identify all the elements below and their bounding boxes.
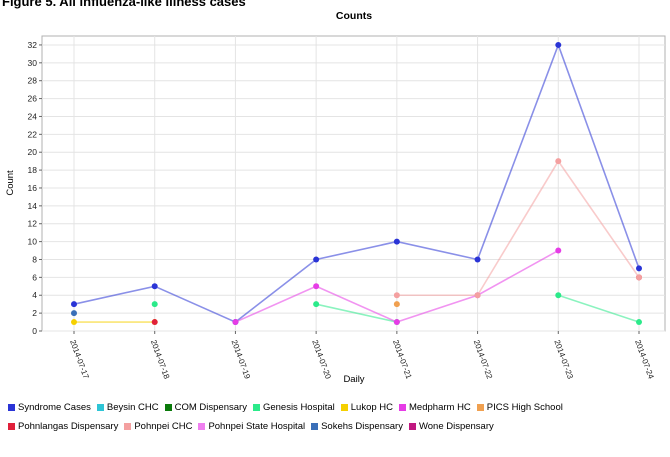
legend-item-pohnpei-chc: Pohnpei CHC — [124, 417, 192, 436]
legend-label: Medpharm HC — [409, 402, 471, 413]
legend-item-lukop-hc: Lukop HC — [340, 398, 394, 417]
figure-title: Figure 5. All influenza-like illness cas… — [2, 0, 246, 9]
x-tick-label: 2014-07-22 — [472, 339, 495, 381]
syndrome-cases-point — [636, 265, 642, 272]
y-tick-label: 26 — [28, 94, 38, 104]
legend-item-syndrome-cases: Syndrome Cases — [8, 398, 91, 417]
pohnpei-chc-point — [636, 274, 642, 281]
x-tick-label: 2014-07-23 — [552, 339, 575, 381]
y-tick-label: 4 — [32, 290, 37, 300]
y-tick-label: 20 — [28, 147, 38, 157]
legend-item-sokehs-dispensary: Sokehs Dispensary — [311, 417, 403, 436]
genesis-hospital-point — [313, 301, 320, 308]
y-tick-label: 14 — [28, 201, 38, 211]
legend-item-pohnlangas-dispensary: Pohnlangas Dispensary — [8, 417, 118, 436]
chart-legend: Syndrome Cases Beysin CHC COM Dispensary Ge… — [8, 398, 668, 436]
y-tick-label: 6 — [32, 272, 37, 282]
pics-high-school-point — [393, 301, 400, 308]
medpharm-hc-point — [555, 247, 562, 254]
legend-label: COM Dispensary — [174, 402, 247, 413]
y-tick-label: 12 — [28, 219, 38, 229]
legend-swatch — [96, 404, 104, 411]
legend-label: PICS High School — [486, 402, 563, 413]
legend-item-wone-dispensary: Wone Dispensary — [408, 417, 494, 436]
syndrome-cases-point — [555, 41, 562, 48]
legend-item-pics-high-school: PICS High School — [476, 398, 563, 417]
y-tick-label: 0 — [32, 326, 37, 336]
x-tick-label: 2014-07-21 — [391, 339, 414, 381]
genesis-hospital-point — [555, 292, 562, 299]
legend-item-genesis-hospital: Genesis Hospital — [252, 398, 335, 417]
legend-label: Beysin CHC — [106, 402, 159, 413]
y-tick-label: 8 — [32, 254, 37, 264]
legend-label: Pohnpei State Hospital — [208, 421, 306, 432]
genesis-hospital-line — [558, 294, 640, 323]
legend-swatch — [399, 404, 407, 411]
legend-label: Lukop HC — [350, 402, 394, 413]
legend-swatch — [311, 423, 319, 430]
legend-swatch — [164, 404, 172, 411]
syndrome-cases-point — [71, 301, 77, 308]
legend-swatch — [340, 404, 348, 411]
syndrome-cases-point — [393, 238, 400, 245]
legend-label: Wone Dispensary — [418, 421, 494, 432]
y-tick-label: 30 — [28, 58, 38, 68]
legend-swatch — [252, 404, 260, 411]
medpharm-hc-point — [232, 319, 239, 326]
legend-item-pohnpei-state-hospital: Pohnpei State Hospital — [198, 417, 305, 436]
x-tick-label: 2014-07-20 — [310, 339, 333, 381]
legend-item-com-dispensary: COM Dispensary — [164, 398, 247, 417]
legend-label: Pohnpei CHC — [134, 421, 193, 432]
y-tick-label: 22 — [28, 129, 38, 139]
y-tick-label: 16 — [28, 183, 38, 193]
x-axis-label: Daily — [343, 374, 364, 385]
x-tick-label: 2014-07-19 — [230, 339, 253, 381]
medpharm-hc-point — [313, 283, 320, 290]
sokehs-dispensary-point — [71, 310, 77, 317]
syndrome-cases-point — [313, 256, 320, 263]
chart-title: Counts — [336, 10, 372, 22]
pohnpei-chc-point — [555, 158, 562, 165]
y-tick-label: 2 — [32, 308, 37, 318]
x-tick-label: 2014-07-24 — [633, 339, 656, 381]
legend-swatch — [8, 404, 15, 411]
legend-item-medpharm-hc: Medpharm HC — [399, 398, 471, 417]
legend-item-beysin-chc: Beysin CHC — [96, 398, 159, 417]
pohnpei-chc-point — [393, 292, 400, 299]
genesis-hospital-line — [315, 303, 398, 323]
pohnlangas-dispensary-point — [151, 319, 158, 326]
y-tick-label: 18 — [28, 165, 38, 175]
syndrome-cases-point — [151, 283, 158, 290]
legend-label: Genesis Hospital — [262, 402, 335, 413]
legend-label: Pohnlangas Dispensary — [18, 421, 119, 432]
pohnpei-chc-line — [396, 159, 640, 297]
syndrome-cases-point — [474, 256, 481, 263]
legend-swatch — [8, 423, 15, 430]
legend-swatch — [408, 423, 416, 430]
y-tick-label: 10 — [28, 237, 38, 247]
legend-swatch — [476, 404, 484, 411]
lukop-hc-point — [71, 319, 77, 326]
y-tick-label: 24 — [28, 111, 38, 121]
x-tick-label: 2014-07-18 — [149, 339, 172, 381]
plot-frame — [41, 35, 666, 332]
y-tick-label: 28 — [28, 76, 38, 86]
legend-label: Syndrome Cases — [18, 402, 91, 413]
line-chart: Counts 024681012141618202224262830322014… — [5, 10, 666, 385]
syndrome-cases-line — [73, 42, 640, 323]
y-tick-label: 32 — [28, 40, 38, 50]
y-axis-label: Count — [5, 170, 16, 196]
legend-swatch — [124, 423, 132, 430]
medpharm-hc-point — [393, 319, 400, 326]
legend-label: Sokehs Dispensary — [321, 421, 403, 432]
genesis-hospital-point — [636, 319, 642, 326]
legend-swatch — [198, 423, 206, 430]
x-tick-label: 2014-07-17 — [68, 339, 91, 381]
genesis-hospital-point — [151, 301, 158, 308]
pohnpei-chc-point — [474, 292, 481, 299]
